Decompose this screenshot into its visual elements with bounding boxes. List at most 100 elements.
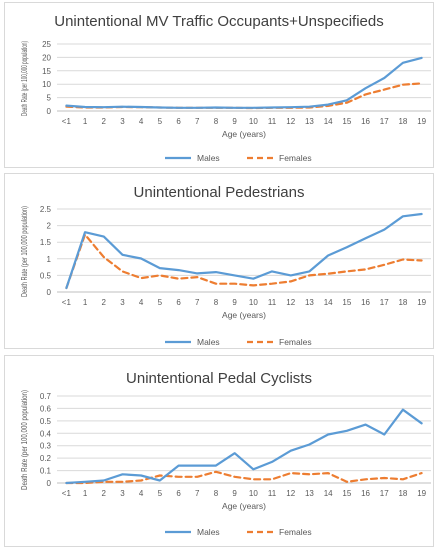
x-tick-label: 11 <box>268 489 277 498</box>
x-tick-label: 18 <box>398 117 407 126</box>
y-tick-label: 0 <box>47 479 52 488</box>
legend-label-females: Females <box>279 153 312 163</box>
x-tick-label: 3 <box>120 117 125 126</box>
series-line-males <box>65 212 423 290</box>
x-tick-label: 11 <box>268 117 277 126</box>
y-tick-label: 0 <box>47 288 52 297</box>
x-tick-label: 7 <box>195 298 200 307</box>
x-tick-label: 2 <box>102 117 107 126</box>
legend-label-males: Males <box>197 337 220 347</box>
x-tick-label: 15 <box>342 489 351 498</box>
x-tick-label: 18 <box>398 298 407 307</box>
legend-label-females: Females <box>279 337 312 347</box>
y-tick-label: 0.5 <box>40 417 52 426</box>
x-tick-label: 12 <box>286 489 295 498</box>
x-tick-label: 1 <box>83 298 88 307</box>
x-tick-label: 11 <box>268 298 277 307</box>
series-line-females <box>65 233 423 290</box>
x-tick-label: 3 <box>120 489 125 498</box>
chart-title: Unintentional MV Traffic Occupants+Unspe… <box>54 13 384 30</box>
x-tick-label: 8 <box>214 298 219 307</box>
x-tick-label: 14 <box>324 117 333 126</box>
series-line-males <box>65 56 423 109</box>
x-tick-label: 6 <box>176 489 181 498</box>
x-tick-label: 16 <box>361 298 370 307</box>
x-tick-label: 1 <box>83 117 88 126</box>
y-tick-label: 0.5 <box>40 271 52 280</box>
x-tick-label: 12 <box>286 298 295 307</box>
y-axis-title: Death Rate (per 100,000 population) <box>19 206 29 297</box>
legend-label-males: Males <box>197 527 220 537</box>
y-tick-label: 20 <box>42 53 51 62</box>
x-tick-label: 9 <box>232 489 237 498</box>
x-tick-label: 4 <box>139 298 144 307</box>
y-tick-label: 0.2 <box>40 454 52 463</box>
x-tick-label: 10 <box>249 117 258 126</box>
y-tick-label: 0.6 <box>40 404 52 413</box>
x-tick-label: 5 <box>158 117 163 126</box>
x-tick-label: 10 <box>249 489 258 498</box>
legend-label-females: Females <box>279 527 312 537</box>
x-tick-label: 9 <box>232 298 237 307</box>
x-axis-title: Age (years) <box>222 501 266 511</box>
x-tick-label: 5 <box>158 298 163 307</box>
x-tick-label: 4 <box>139 489 144 498</box>
x-tick-label: 13 <box>305 298 314 307</box>
legend-label-males: Males <box>197 153 220 163</box>
x-tick-label: 2 <box>102 298 107 307</box>
x-tick-label: 4 <box>139 117 144 126</box>
y-tick-label: 10 <box>42 80 51 89</box>
chart-title: Unintentional Pedal Cyclists <box>126 370 312 387</box>
y-tick-label: 15 <box>42 67 51 76</box>
x-tick-label: 17 <box>380 298 389 307</box>
y-tick-label: 25 <box>42 40 51 49</box>
x-tick-label: 7 <box>195 117 200 126</box>
series-line-females <box>65 470 423 485</box>
x-tick-label: 19 <box>417 298 426 307</box>
x-tick-label: 6 <box>176 298 181 307</box>
y-tick-label: 2 <box>47 222 52 231</box>
chart-title: Unintentional Pedestrians <box>133 184 305 201</box>
x-tick-label: 10 <box>249 298 258 307</box>
x-tick-label: 14 <box>324 298 333 307</box>
y-tick-label: 0.1 <box>40 467 52 476</box>
x-tick-label: 15 <box>342 298 351 307</box>
chart-panel-pedestrians: Unintentional Pedestrians 0 0.5 1 1.5 2 2.5 <1… <box>4 173 434 349</box>
x-tick-label: 14 <box>324 489 333 498</box>
y-tick-label: 1 <box>47 255 52 264</box>
series-line-males <box>65 408 423 485</box>
y-axis-title: Death Rate (per 100,000 population) <box>19 390 29 490</box>
x-axis-title: Age (years) <box>222 310 266 320</box>
x-tick-label: 13 <box>305 117 314 126</box>
y-tick-label: 0.4 <box>40 429 52 438</box>
x-tick-label: 12 <box>286 117 295 126</box>
x-tick-label: 3 <box>120 298 125 307</box>
y-tick-label: 0.7 <box>40 392 52 401</box>
x-tick-label: 5 <box>158 489 163 498</box>
x-tick-label: 13 <box>305 489 314 498</box>
y-tick-label: 0 <box>47 107 52 116</box>
x-tick-label: 19 <box>417 117 426 126</box>
x-tick-label: <1 <box>62 117 72 126</box>
x-tick-label: 1 <box>83 489 88 498</box>
x-tick-label: 2 <box>102 489 107 498</box>
chart-panel-pedal-cyclists: Unintentional Pedal Cyclists 0 0.1 0.2 0.3 0… <box>4 355 434 547</box>
x-tick-label: 18 <box>398 489 407 498</box>
chart-panel-mv-traffic: Unintentional MV Traffic Occupants+Unspe… <box>4 2 434 168</box>
chart-svg-pedal-cyclists: 00.10.20.30.40.50.60.7<1 1 2 3 4 5 6 7 8 9 10 11 12 1… <box>19 390 431 537</box>
x-tick-label: 6 <box>176 117 181 126</box>
x-tick-label: 16 <box>361 489 370 498</box>
x-tick-label: 8 <box>214 117 219 126</box>
y-tick-label: 5 <box>47 94 52 103</box>
x-tick-label: <1 <box>62 298 72 307</box>
x-tick-label: 8 <box>214 489 219 498</box>
y-tick-label: 2.5 <box>40 205 52 214</box>
y-axis-title: Death Rate (per 100,000 population) <box>19 41 29 116</box>
x-tick-label: 15 <box>342 117 351 126</box>
x-tick-label: 17 <box>380 489 389 498</box>
x-tick-label: 19 <box>417 489 426 498</box>
x-tick-label: 16 <box>361 117 370 126</box>
x-axis-title: Age (years) <box>222 129 266 139</box>
y-tick-label: 0.3 <box>40 442 52 451</box>
